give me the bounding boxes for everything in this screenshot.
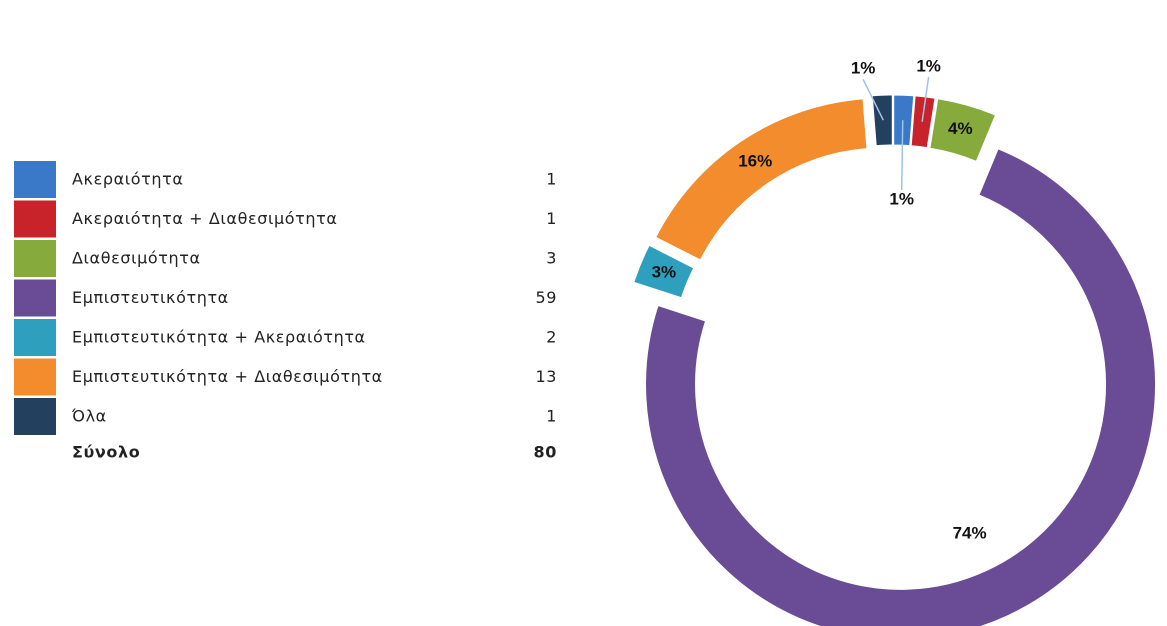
donut-slice bbox=[893, 94, 915, 147]
legend-label: Εμπιστευτικότητα + Ακεραιότητα bbox=[72, 328, 366, 347]
donut-slice bbox=[655, 98, 868, 261]
legend-label: Ακεραιότητα + Διαθεσιμότητα bbox=[72, 209, 337, 228]
donut-slice bbox=[910, 95, 936, 149]
legend-value: 13 bbox=[535, 367, 557, 386]
legend-swatch bbox=[14, 200, 56, 238]
legend-value: 1 bbox=[546, 407, 557, 426]
donut-slice bbox=[645, 148, 1156, 626]
total-value: 80 bbox=[534, 443, 557, 462]
donut-slice bbox=[633, 244, 695, 299]
legend-label: Εμπιστευτικότητα bbox=[72, 288, 229, 307]
legend-value: 3 bbox=[546, 249, 557, 268]
legend-swatch bbox=[14, 240, 56, 277]
leader-line bbox=[862, 78, 884, 121]
legend-label: Εμπιστευτικότητα + Διαθεσιμότητα bbox=[72, 367, 383, 386]
legend-value: 1 bbox=[546, 170, 557, 189]
slice-label: 4% bbox=[948, 119, 973, 138]
legend-value: 59 bbox=[535, 288, 557, 307]
leader-line bbox=[900, 120, 904, 191]
donut-slice bbox=[929, 98, 997, 162]
legend-swatch bbox=[14, 319, 56, 356]
slice-label: 3% bbox=[652, 263, 677, 282]
legend-label: Διαθεσιμότητα bbox=[72, 249, 201, 268]
legend-label: Ακεραιότητα bbox=[72, 170, 183, 189]
slice-label: 16% bbox=[738, 151, 772, 170]
legend-swatch bbox=[14, 358, 56, 396]
legend-swatch bbox=[14, 161, 56, 198]
legend-value: 1 bbox=[546, 209, 557, 228]
total-label: Σύνολο bbox=[72, 443, 140, 462]
slice-label: 74% bbox=[953, 524, 987, 543]
slice-label: 1% bbox=[916, 57, 941, 76]
slice-label: 1% bbox=[851, 59, 876, 78]
legend-swatch bbox=[14, 398, 56, 435]
slice-label: 1% bbox=[889, 189, 914, 208]
legend-label: Όλα bbox=[71, 407, 107, 426]
leader-line bbox=[921, 76, 930, 122]
legend-swatch bbox=[14, 279, 56, 317]
legend-value: 2 bbox=[546, 328, 557, 347]
